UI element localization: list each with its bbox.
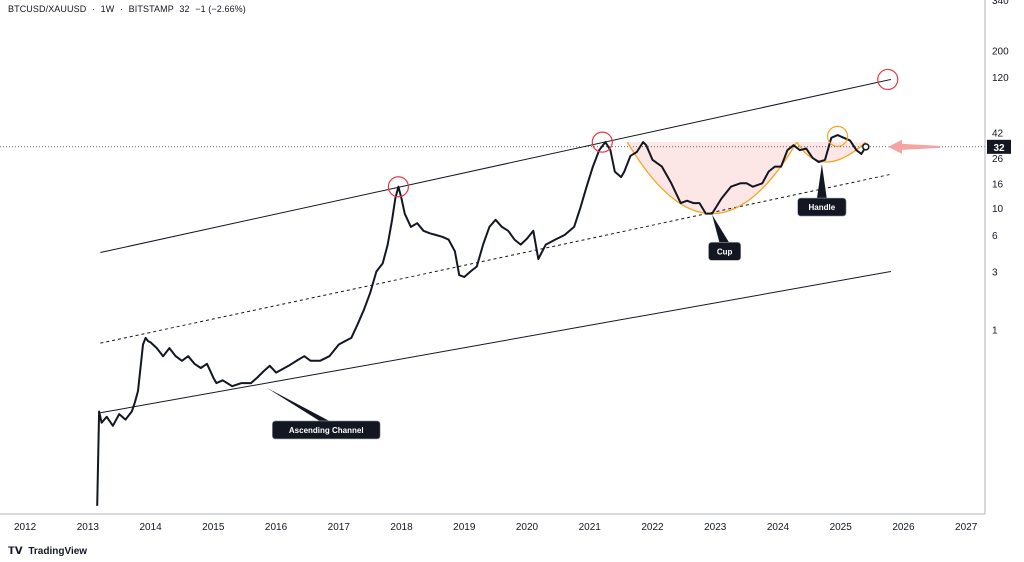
highlight-circle-4 <box>826 125 849 148</box>
x-tick-label: 2012 <box>14 522 37 533</box>
tradingview-logo[interactable]: 𝗧𝗩 TradingView <box>8 546 87 557</box>
handle-callout-pointer <box>816 164 827 200</box>
y-tick-label: 10 <box>992 204 1004 215</box>
current-price-badge-label: 32 <box>993 143 1005 154</box>
highlight-circle-2 <box>591 131 613 153</box>
cup-callout-text: Cup <box>717 247 733 256</box>
channel-middle-line <box>100 173 891 344</box>
handle-fill <box>796 142 866 162</box>
last-price-label: 32 <box>179 4 190 14</box>
x-tick-label: 2020 <box>516 522 539 533</box>
cup-callout-box <box>708 242 742 261</box>
y-tick-label: 340 <box>992 0 1009 7</box>
price-series-layer <box>96 134 870 506</box>
annotation-layer: Ascending Channel Cup Handle <box>266 68 940 440</box>
price-series-line <box>96 134 867 506</box>
exchange-label: BITSTAMP <box>128 4 174 14</box>
x-tick-label: 2024 <box>767 522 790 533</box>
y-tick-label: 1 <box>992 325 998 336</box>
interval-label[interactable]: 1W <box>100 4 115 14</box>
x-tick-label: 2016 <box>265 522 288 533</box>
cup-callout-pointer <box>712 214 730 244</box>
x-tick-label: 2013 <box>77 522 100 533</box>
channel-lines-layer <box>0 78 985 414</box>
chart-header: BTCUSD/XAUUSD · 1W · BITSTAMP 32 −1 (−2.… <box>8 4 246 14</box>
x-tick-label: 2021 <box>579 522 602 533</box>
highlight-circle-3 <box>877 68 899 91</box>
current-price-badge <box>987 139 1011 154</box>
symbol-label[interactable]: BTCUSD/XAUUSD <box>8 4 87 14</box>
y-tick-label: 120 <box>992 73 1009 84</box>
axes-layer: 2012 2013 2014 2015 2016 2017 2018 2019 2020 2021… <box>0 0 1011 533</box>
x-tick-label: 2025 <box>830 522 853 533</box>
y-tick-label: 6 <box>992 231 998 242</box>
tradingview-icon: 𝗧𝗩 <box>8 546 23 557</box>
x-tick-label: 2027 <box>955 522 978 533</box>
highlight-circle-1 <box>387 176 409 198</box>
x-tick-label: 2022 <box>641 522 664 533</box>
x-tick-label: 2015 <box>202 522 225 533</box>
change-label: −1 (−2.66%) <box>195 4 246 14</box>
last-price-point <box>862 143 870 151</box>
y-tick-label: 16 <box>992 179 1004 190</box>
channel-lower-line <box>100 270 891 414</box>
handle-callout-text: Handle <box>809 203 836 212</box>
y-tick-label: 26 <box>992 154 1004 165</box>
x-tick-label: 2019 <box>453 522 476 533</box>
x-tick-label: 2017 <box>328 522 351 533</box>
x-tick-label: 2026 <box>892 522 915 533</box>
y-tick-label: 42 <box>992 129 1004 140</box>
channel-upper-line <box>100 78 891 254</box>
channel-callout-box <box>272 420 381 440</box>
y-tick-label: 200 <box>992 46 1009 57</box>
handle-callout-box <box>797 197 847 217</box>
x-tick-label: 2014 <box>139 522 162 533</box>
channel-callout-text: Ascending Channel <box>289 426 364 435</box>
x-tick-label: 2023 <box>704 522 727 533</box>
x-tick-label: 2018 <box>390 522 413 533</box>
current-price-arrow <box>888 139 940 154</box>
tradingview-logo-text: TradingView <box>28 546 88 557</box>
channel-callout-pointer <box>266 387 332 422</box>
y-tick-label: 3 <box>992 267 998 278</box>
